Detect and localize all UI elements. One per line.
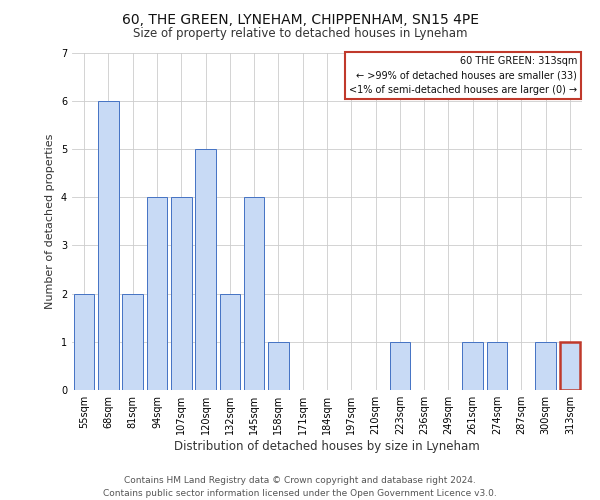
Bar (146, 197, 167, 390)
Bar (220, 294, 240, 390)
Bar (98, 100, 119, 390)
Bar (487, 342, 508, 390)
Bar (560, 342, 580, 390)
Text: Contains HM Land Registry data © Crown copyright and database right 2024.
Contai: Contains HM Land Registry data © Crown c… (103, 476, 497, 498)
Bar (244, 197, 265, 390)
Bar (171, 197, 191, 390)
Bar (389, 342, 410, 390)
Text: 60, THE GREEN, LYNEHAM, CHIPPENHAM, SN15 4PE: 60, THE GREEN, LYNEHAM, CHIPPENHAM, SN15… (121, 12, 479, 26)
Bar (74, 294, 94, 390)
Text: 60 THE GREEN: 313sqm
← >99% of detached houses are smaller (33)
<1% of semi-deta: 60 THE GREEN: 313sqm ← >99% of detached … (349, 56, 577, 96)
Text: Size of property relative to detached houses in Lyneham: Size of property relative to detached ho… (133, 28, 467, 40)
Bar (535, 342, 556, 390)
X-axis label: Distribution of detached houses by size in Lyneham: Distribution of detached houses by size … (174, 440, 480, 453)
Bar (463, 342, 483, 390)
Bar (268, 342, 289, 390)
Bar (122, 294, 143, 390)
Bar (195, 149, 216, 390)
Y-axis label: Number of detached properties: Number of detached properties (46, 134, 55, 309)
